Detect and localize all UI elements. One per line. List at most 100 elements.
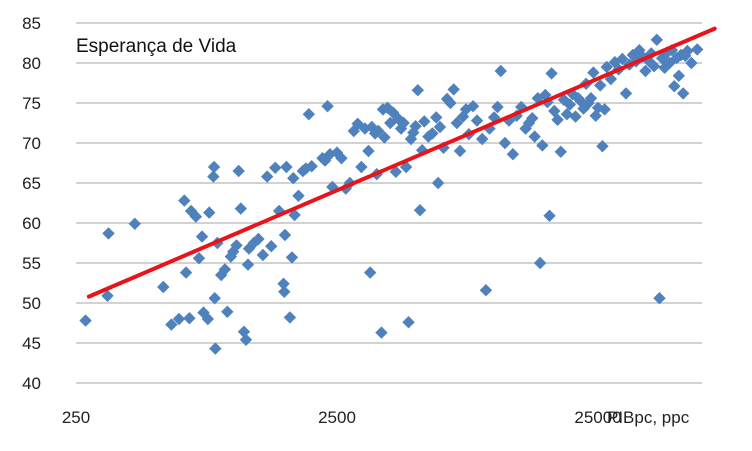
data-point-94: [430, 111, 443, 124]
data-point-83: [399, 160, 413, 174]
y-tick-label-70: 70: [22, 134, 41, 153]
data-point-129: [545, 67, 558, 80]
data-point-20: [209, 342, 222, 355]
data-point-149: [598, 103, 611, 116]
data-point-79: [389, 165, 403, 178]
data-point-179: [685, 56, 698, 70]
x-tick-label-250: 250: [62, 408, 90, 427]
data-point-106: [466, 100, 480, 113]
data-point-145: [589, 109, 602, 122]
data-point-139: [574, 95, 588, 108]
data-point-37: [260, 170, 274, 183]
data-point-12: [192, 252, 206, 265]
x-tick-label-2500: 2500: [318, 408, 356, 427]
data-point-171: [665, 44, 679, 57]
data-point-48: [288, 208, 301, 222]
data-point-178: [681, 44, 694, 58]
data-point-99: [444, 96, 457, 110]
y-tick-label-85: 85: [22, 14, 41, 33]
y-tick-label-65: 65: [22, 174, 41, 193]
data-point-43: [278, 228, 292, 242]
data-point-82: [397, 116, 410, 130]
data-point-87: [409, 120, 422, 133]
data-point-1: [101, 289, 114, 302]
data-point-168: [658, 61, 671, 74]
data-point-44: [280, 160, 293, 174]
data-point-96: [433, 120, 447, 134]
data-points: [79, 33, 704, 355]
data-point-114: [498, 136, 512, 150]
data-point-29: [234, 202, 248, 215]
data-point-45: [283, 311, 297, 324]
data-point-125: [536, 139, 549, 152]
data-point-67: [362, 144, 375, 158]
data-point-150: [600, 60, 613, 74]
y-tick-label-50: 50: [22, 294, 41, 313]
data-point-46: [285, 251, 299, 264]
data-point-27: [230, 239, 243, 252]
data-point-135: [563, 98, 577, 111]
trend-line: [86, 26, 717, 299]
data-point-144: [587, 66, 600, 79]
data-point-33: [242, 242, 256, 255]
data-point-85: [404, 132, 418, 146]
data-point-4: [157, 280, 170, 294]
data-point-56: [321, 100, 334, 113]
data-point-38: [265, 240, 278, 253]
data-point-81: [394, 122, 408, 135]
data-point-35: [252, 232, 265, 246]
data-point-112: [491, 100, 504, 114]
data-point-128: [543, 209, 556, 222]
data-point-170: [663, 56, 676, 70]
data-point-122: [528, 130, 541, 143]
data-point-109: [479, 284, 493, 297]
data-point-11: [189, 210, 203, 223]
chart-title: Esperança de Vida: [76, 36, 237, 57]
data-point-166: [653, 292, 666, 305]
data-point-136: [566, 88, 579, 101]
data-point-173: [670, 52, 683, 65]
data-point-176: [676, 87, 690, 100]
data-point-75: [378, 131, 391, 144]
y-axis-tick-labels: 40 45 50 55 60 65 70 75 80 85: [22, 14, 41, 393]
data-point-104: [459, 103, 473, 116]
data-point-18: [207, 160, 221, 174]
data-point-177: [679, 49, 692, 62]
data-point-6: [172, 312, 186, 326]
data-point-148: [596, 140, 609, 153]
data-point-0: [79, 314, 92, 327]
data-point-119: [519, 122, 532, 135]
data-point-72: [372, 124, 385, 138]
data-point-10: [184, 204, 198, 218]
data-point-113: [494, 64, 507, 78]
data-point-13: [195, 230, 209, 243]
data-point-8: [179, 266, 193, 279]
data-point-23: [218, 263, 232, 276]
data-point-107: [470, 114, 484, 127]
data-point-165: [650, 33, 664, 46]
y-tick-label-75: 75: [22, 94, 41, 113]
x-tick-label-25000: 25000: [574, 408, 621, 427]
data-point-152: [608, 56, 622, 69]
data-point-52: [302, 108, 316, 121]
data-point-15: [201, 312, 215, 326]
data-point-73: [375, 326, 388, 339]
data-point-160: [636, 50, 649, 63]
data-point-121: [526, 112, 539, 125]
data-point-47: [287, 172, 300, 185]
data-point-24: [221, 305, 234, 318]
data-point-167: [655, 52, 669, 65]
data-point-172: [668, 80, 681, 93]
data-point-131: [551, 113, 564, 126]
data-point-132: [554, 145, 567, 158]
data-point-31: [239, 333, 253, 346]
data-point-60: [335, 152, 348, 165]
data-point-137: [569, 110, 582, 123]
data-point-124: [533, 256, 547, 270]
data-point-161: [639, 64, 652, 78]
y-tick-label-55: 55: [22, 254, 41, 273]
data-point-174: [672, 69, 686, 82]
data-point-100: [447, 83, 460, 96]
data-point-9: [183, 312, 196, 325]
data-point-5: [165, 318, 178, 331]
